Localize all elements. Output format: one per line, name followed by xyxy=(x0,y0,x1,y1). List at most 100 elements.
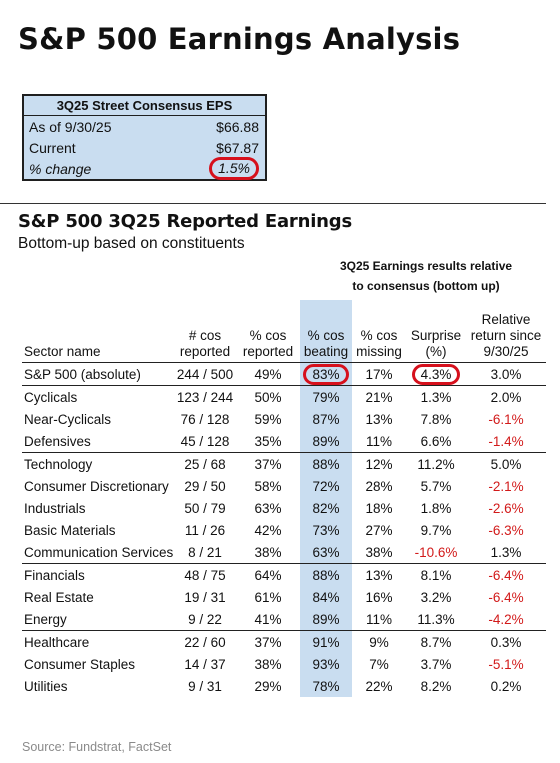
pct-missing-cell: 28% xyxy=(365,478,393,494)
consensus-value: $67.87 xyxy=(216,139,259,156)
sector-name-cell: Consumer Discretionary xyxy=(24,478,169,494)
table-row: Basic Materials 11 / 26 42% 73% 27% 9.7% -6.3% xyxy=(22,519,546,541)
cos-reported-cell: 50 / 79 xyxy=(184,500,226,516)
pct-missing-cell: 11% xyxy=(365,611,393,627)
col-header-pct-reported: % cos reported xyxy=(236,300,300,363)
section-divider xyxy=(0,203,546,204)
table-row: Energy 9 / 22 41% 89% 11% 11.3% -4.2% xyxy=(22,608,546,631)
surprise-cell: 9.7% xyxy=(420,522,452,538)
relative-return-cell: 2.0% xyxy=(466,385,546,408)
relative-return-cell: -6.4% xyxy=(488,589,524,605)
cos-reported-cell: 244 / 500 xyxy=(176,366,234,382)
surprise-cell: 8.1% xyxy=(406,563,466,586)
consensus-eps-box: 3Q25 Street Consensus EPS As of 9/30/25 … xyxy=(22,94,267,181)
consensus-row-current: Current $67.87 xyxy=(24,137,265,158)
table-row: Consumer Discretionary 29 / 50 58% 72% 28% 5.… xyxy=(22,475,546,497)
table-subtitle: Bottom-up based on constituents xyxy=(18,235,245,252)
relative-return-cell: -6.3% xyxy=(488,522,524,538)
table-row-total: S&P 500 (absolute) 244 / 500 49% 83% 17% 4.3%… xyxy=(22,362,546,386)
table-row: Communication Services 8 / 21 38% 63% 38% -10… xyxy=(22,541,546,564)
group-caption: 3Q25 Earnings results relative to consen… xyxy=(306,256,546,296)
pct-beating-cell: 82% xyxy=(300,497,352,519)
cos-reported-cell: 29 / 50 xyxy=(184,478,226,494)
col-header-cos-reported: # cos reported xyxy=(174,300,236,363)
cos-reported-cell: 14 / 37 xyxy=(184,656,226,672)
sector-name-cell: Energy xyxy=(24,611,67,627)
cos-reported-cell: 22 / 60 xyxy=(174,630,236,653)
consensus-row-as-of: As of 9/30/25 $66.88 xyxy=(24,116,265,137)
group-caption-line: 3Q25 Earnings results relative xyxy=(339,259,513,273)
relative-return-cell: 0.3% xyxy=(466,630,546,653)
table-row: Utilities 9 / 31 29% 78% 22% 8.2% 0.2% xyxy=(22,675,546,697)
pct-reported-cell: 61% xyxy=(254,589,282,605)
sector-name-cell: Utilities xyxy=(24,678,68,694)
cos-reported-cell: 19 / 31 xyxy=(184,589,226,605)
col-header-pct-missing: % cos missing xyxy=(352,300,406,363)
relative-return-cell: -6.1% xyxy=(488,411,524,427)
col-header-surprise: Surprise (%) xyxy=(406,300,466,363)
pct-missing-cell: 22% xyxy=(365,678,393,694)
table-title: S&P 500 3Q25 Reported Earnings xyxy=(18,211,352,232)
sector-name-cell: Cyclicals xyxy=(22,385,174,408)
page-title: S&P 500 Earnings Analysis xyxy=(18,22,461,56)
pct-missing-cell: 17% xyxy=(365,366,393,382)
pct-reported-cell: 37% xyxy=(236,630,300,653)
pct-beating-cell: 89% xyxy=(300,430,352,453)
pct-missing-cell: 16% xyxy=(365,589,393,605)
consensus-value: $66.88 xyxy=(216,118,259,135)
pct-beating-cell: 91% xyxy=(300,630,352,653)
cos-reported-cell: 9 / 31 xyxy=(188,678,222,694)
table-row: Consumer Staples 14 / 37 38% 93% 7% 3.7% -5.1% xyxy=(22,653,546,675)
pct-reported-cell: 37% xyxy=(236,452,300,475)
cos-reported-cell: 11 / 26 xyxy=(184,522,226,538)
table-row: Near-Cyclicals 76 / 128 59% 87% 13% 7.8% -6.1% xyxy=(22,408,546,430)
table-row: Industrials 50 / 79 63% 82% 18% 1.8% -2.6% xyxy=(22,497,546,519)
surprise-cell: 8.7% xyxy=(406,630,466,653)
surprise-cell: 4.3% xyxy=(406,363,466,386)
pct-reported-cell: 50% xyxy=(236,385,300,408)
pct-beating-cell: 88% xyxy=(300,563,352,586)
pct-missing-cell: 13% xyxy=(365,411,393,427)
relative-return-cell: 0.2% xyxy=(490,678,522,694)
consensus-label: Current xyxy=(29,139,76,156)
relative-return-cell: 5.0% xyxy=(466,452,546,475)
group-caption-line: to consensus (bottom up) xyxy=(352,279,500,293)
consensus-row-change: % change 1.5% xyxy=(24,157,265,180)
relative-return-cell: -5.1% xyxy=(488,656,524,672)
cos-reported-cell: 123 / 244 xyxy=(174,385,236,408)
pct-missing-cell: 11% xyxy=(365,433,393,449)
circled-value: 4.3% xyxy=(411,363,461,385)
surprise-cell: 5.7% xyxy=(420,478,452,494)
pct-missing-cell: 38% xyxy=(365,544,393,560)
pct-beating-cell: 93% xyxy=(300,653,352,675)
source-note: Source: Fundstrat, FactSet xyxy=(22,740,172,754)
pct-beating-cell: 83% xyxy=(300,362,352,386)
cos-reported-cell: 8 / 21 xyxy=(188,544,222,560)
surprise-cell: 7.8% xyxy=(420,411,452,427)
table-row: Cyclicals 123 / 244 50% 79% 21% 1.3% 2.0% xyxy=(22,385,546,408)
surprise-cell: 1.3% xyxy=(406,385,466,408)
pct-missing-cell: 7% xyxy=(369,656,389,672)
table-row: Financials 48 / 75 64% 88% 13% 8.1% -6.4% xyxy=(22,563,546,586)
relative-return-cell: -6.4% xyxy=(466,563,546,586)
pct-beating-cell: 72% xyxy=(300,475,352,497)
pct-reported-cell: 58% xyxy=(254,478,282,494)
pct-missing-cell: 9% xyxy=(352,630,406,653)
earnings-table: Sector name # cos reported % cos reported … xyxy=(22,300,546,697)
surprise-cell: 6.6% xyxy=(420,433,452,449)
table-row: Defensives 45 / 128 35% 89% 11% 6.6% -1.4% xyxy=(22,430,546,453)
surprise-cell: 3.7% xyxy=(420,656,452,672)
surprise-cell: 11.3% xyxy=(417,611,455,627)
pct-missing-cell: 21% xyxy=(352,385,406,408)
surprise-cell: 11.2% xyxy=(406,452,466,475)
pct-reported-cell: 49% xyxy=(254,366,282,382)
pct-missing-cell: 18% xyxy=(365,500,393,516)
pct-beating-cell: 84% xyxy=(300,586,352,608)
pct-reported-cell: 38% xyxy=(254,544,282,560)
surprise-cell: 8.2% xyxy=(420,678,452,694)
pct-missing-cell: 12% xyxy=(352,452,406,475)
relative-return-cell: -2.6% xyxy=(488,500,524,516)
sector-name-cell: Communication Services xyxy=(24,544,174,560)
pct-beating-cell: 79% xyxy=(300,385,352,408)
pct-reported-cell: 64% xyxy=(236,563,300,586)
